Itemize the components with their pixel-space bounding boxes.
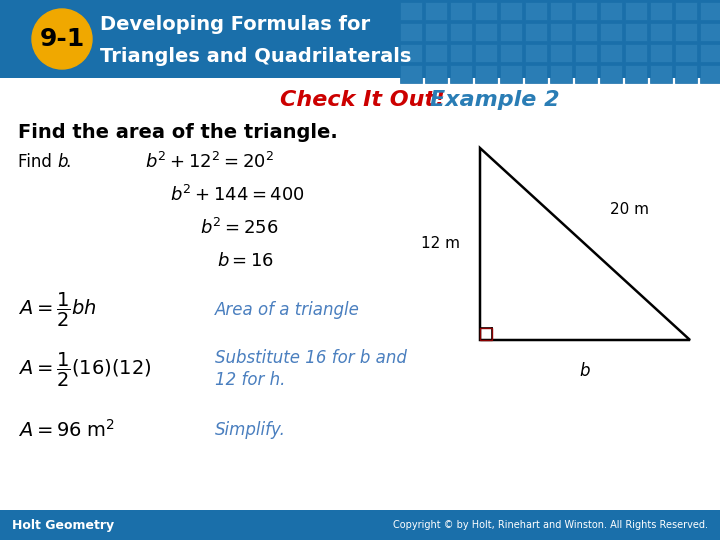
- Bar: [650, 65, 672, 83]
- Bar: [450, 44, 472, 62]
- Bar: [675, 65, 697, 83]
- Bar: [425, 44, 447, 62]
- Bar: [500, 44, 522, 62]
- Text: 9-1: 9-1: [40, 27, 85, 51]
- Text: .: .: [65, 153, 71, 171]
- Bar: [675, 23, 697, 41]
- Bar: [400, 65, 422, 83]
- Bar: [475, 2, 497, 20]
- Text: Simplify.: Simplify.: [215, 421, 286, 439]
- Bar: [550, 23, 572, 41]
- Bar: [480, 328, 492, 340]
- Bar: [625, 65, 647, 83]
- Bar: [700, 2, 720, 20]
- Bar: [475, 44, 497, 62]
- Text: Find: Find: [18, 153, 57, 171]
- Bar: [400, 2, 422, 20]
- Bar: [575, 2, 597, 20]
- Bar: [425, 23, 447, 41]
- Bar: [600, 44, 622, 62]
- Text: Copyright © by Holt, Rinehart and Winston. All Rights Reserved.: Copyright © by Holt, Rinehart and Winsto…: [393, 520, 708, 530]
- Bar: [450, 65, 472, 83]
- Text: Check It Out!: Check It Out!: [280, 90, 445, 110]
- Bar: [525, 2, 547, 20]
- Bar: [650, 44, 672, 62]
- Bar: [525, 44, 547, 62]
- Bar: [675, 44, 697, 62]
- Text: Developing Formulas for: Developing Formulas for: [100, 15, 370, 33]
- Text: $A = 96 \; \mathrm{m}^2$: $A = 96 \; \mathrm{m}^2$: [18, 419, 114, 441]
- Bar: [550, 44, 572, 62]
- Bar: [450, 2, 472, 20]
- Bar: [425, 2, 447, 20]
- Text: 12 m: 12 m: [421, 237, 460, 252]
- Text: Substitute 16 for b and: Substitute 16 for b and: [215, 349, 407, 367]
- Bar: [650, 2, 672, 20]
- Circle shape: [32, 9, 92, 69]
- Bar: [575, 23, 597, 41]
- Bar: [700, 44, 720, 62]
- Bar: [700, 65, 720, 83]
- Text: Triangles and Quadrilaterals: Triangles and Quadrilaterals: [100, 46, 411, 65]
- Bar: [525, 65, 547, 83]
- Text: 12 for h.: 12 for h.: [215, 371, 285, 389]
- Bar: [625, 2, 647, 20]
- Text: $\mathit{b}=16$: $\mathit{b}=16$: [217, 252, 274, 270]
- Bar: [575, 65, 597, 83]
- Bar: [450, 23, 472, 41]
- Bar: [400, 44, 422, 62]
- Bar: [550, 65, 572, 83]
- Text: $A=\dfrac{1}{2}(16)(12)$: $A=\dfrac{1}{2}(16)(12)$: [18, 351, 152, 389]
- Bar: [675, 2, 697, 20]
- Bar: [600, 65, 622, 83]
- Text: $\mathit{b}^2+12^2=20^2$: $\mathit{b}^2+12^2=20^2$: [145, 152, 274, 172]
- Text: b: b: [57, 153, 68, 171]
- Text: Example 2: Example 2: [430, 90, 559, 110]
- Text: $\mathit{b}^2+144=400$: $\mathit{b}^2+144=400$: [170, 185, 305, 205]
- Bar: [475, 23, 497, 41]
- Bar: [625, 44, 647, 62]
- Text: 20 m: 20 m: [610, 202, 649, 218]
- Bar: [0, 0, 720, 78]
- Bar: [500, 2, 522, 20]
- Bar: [575, 44, 597, 62]
- Bar: [625, 23, 647, 41]
- Bar: [650, 23, 672, 41]
- Bar: [500, 65, 522, 83]
- Bar: [525, 23, 547, 41]
- Text: Holt Geometry: Holt Geometry: [12, 518, 114, 531]
- Bar: [500, 23, 522, 41]
- Text: $A=\dfrac{1}{2}\mathit{bh}$: $A=\dfrac{1}{2}\mathit{bh}$: [18, 291, 96, 329]
- Bar: [700, 23, 720, 41]
- Bar: [600, 2, 622, 20]
- Text: $\mathit{b}^2=256$: $\mathit{b}^2=256$: [200, 218, 279, 238]
- Bar: [425, 65, 447, 83]
- Text: Find the area of the triangle.: Find the area of the triangle.: [18, 123, 338, 141]
- Bar: [0, 510, 720, 540]
- Bar: [550, 2, 572, 20]
- Bar: [475, 65, 497, 83]
- Text: Area of a triangle: Area of a triangle: [215, 301, 360, 319]
- Text: b: b: [580, 362, 590, 380]
- Bar: [400, 23, 422, 41]
- Bar: [600, 23, 622, 41]
